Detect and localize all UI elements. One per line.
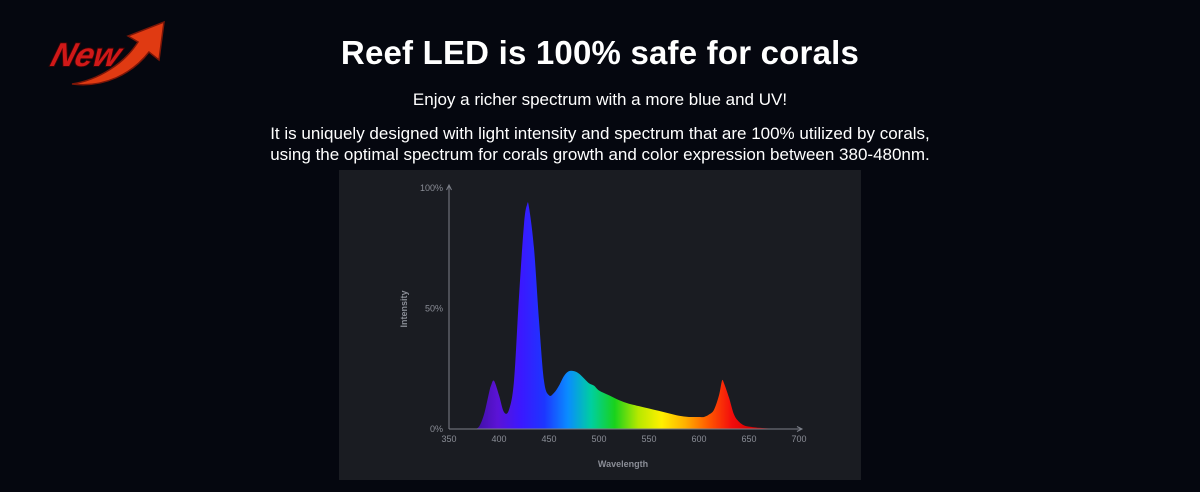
description: It is uniquely designed with light inten… xyxy=(0,123,1200,165)
spectrum-chart: 350 400 450 500 550 600 650 700 0% 50% 100% Wavel… xyxy=(399,183,807,469)
x-tick-label: 500 xyxy=(591,434,606,444)
x-tick-label: 650 xyxy=(741,434,756,444)
x-axis-arrow-icon xyxy=(796,426,804,432)
y-axis-arrow-icon xyxy=(446,183,452,191)
upward-arrow-icon xyxy=(71,20,165,86)
x-tick-label: 550 xyxy=(641,434,656,444)
y-tick-label: 100% xyxy=(420,183,443,193)
x-tick-label: 400 xyxy=(491,434,506,444)
spectrum-chart-panel: 350 400 450 500 550 600 650 700 0% 50% 100% Wavel… xyxy=(339,170,861,480)
y-tick-label: 50% xyxy=(425,304,443,314)
x-axis-ticks: 350 400 450 500 550 600 650 700 xyxy=(441,434,806,444)
y-tick-label: 0% xyxy=(430,424,443,434)
x-tick-label: 600 xyxy=(691,434,706,444)
y-axis-label: Intensity xyxy=(399,290,409,327)
x-tick-label: 350 xyxy=(441,434,456,444)
x-tick-label: 700 xyxy=(791,434,806,444)
new-badge: New xyxy=(46,20,165,86)
page-subtitle: Enjoy a richer spectrum with a more blue… xyxy=(412,90,788,109)
x-tick-label: 450 xyxy=(541,434,556,444)
page-title: Reef LED is 100% safe for corals xyxy=(340,34,860,71)
y-axis-ticks: 0% 50% 100% xyxy=(420,183,443,434)
description-line-1: It is uniquely designed with light inten… xyxy=(270,124,930,143)
chart-axes xyxy=(446,183,804,432)
x-axis-label: Wavelength xyxy=(598,459,648,469)
new-badge-text: New xyxy=(47,38,127,74)
spectrum-area xyxy=(474,202,779,429)
description-line-2: using the optimal spectrum for corals gr… xyxy=(270,145,930,164)
